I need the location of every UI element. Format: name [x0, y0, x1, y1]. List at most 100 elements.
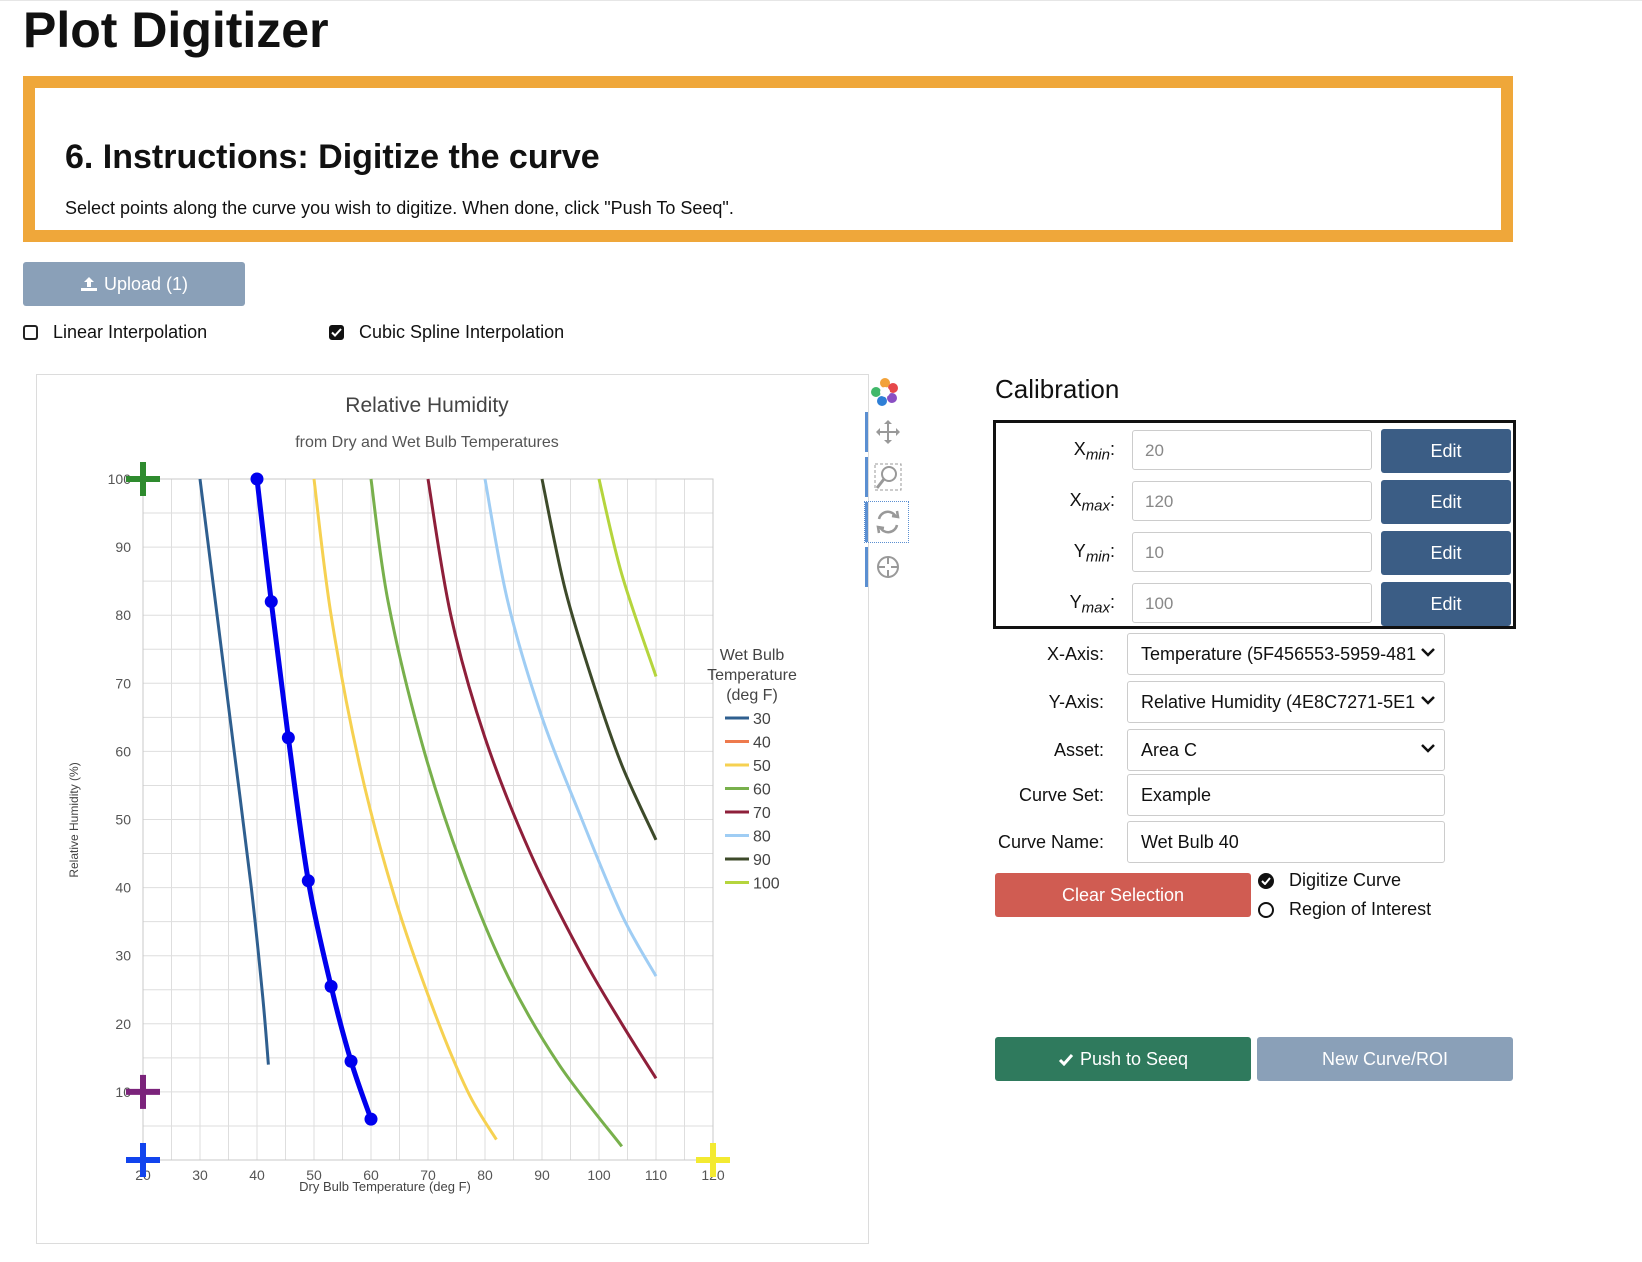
- checkmark-icon: [1261, 876, 1271, 885]
- y-tick-label: 70: [115, 675, 131, 691]
- region-of-interest-option[interactable]: Region of Interest: [1258, 899, 1431, 920]
- y-tick-label: 100: [108, 471, 132, 487]
- y-tick-label: 50: [115, 812, 131, 828]
- upload-button[interactable]: Upload (1): [23, 262, 245, 306]
- y-tick-label: 90: [115, 539, 131, 555]
- xmax-edit-button[interactable]: Edit: [1381, 480, 1511, 524]
- xmin-input[interactable]: 20: [1132, 430, 1372, 470]
- digitized-point: [344, 1054, 358, 1068]
- legend-title: (deg F): [726, 687, 778, 704]
- series-line-50: [312, 478, 498, 1141]
- y-tick-label: 20: [115, 1016, 131, 1032]
- upload-label: Upload (1): [103, 273, 189, 294]
- legend-label-90: 90: [753, 852, 771, 869]
- y-tick-label: 30: [115, 948, 131, 964]
- checkmark-icon: [331, 328, 342, 337]
- y-tick-label: 40: [115, 880, 131, 896]
- x-axis-label: X-Axis:: [1046, 644, 1104, 664]
- calibration-row-xmin: Xmin: 20 Edit: [996, 427, 1513, 473]
- spline-interpolation-checkbox[interactable]: [329, 325, 344, 340]
- digitized-point: [264, 595, 278, 609]
- crosshair-icon[interactable]: [865, 547, 908, 587]
- legend-label-80: 80: [753, 829, 771, 846]
- ymax-edit-button[interactable]: Edit: [1381, 582, 1511, 626]
- calibration-panel: Xmin: 20 Edit Xmax: 120 Edit Ymin: 10 Ed…: [993, 420, 1516, 629]
- region-of-interest-radio[interactable]: [1258, 901, 1274, 918]
- xmin-edit-button[interactable]: Edit: [1381, 429, 1511, 473]
- xmax-label: Xmax:: [1069, 490, 1115, 515]
- linear-interpolation-checkbox[interactable]: [23, 325, 38, 340]
- x-tick-label: 40: [249, 1167, 265, 1183]
- series-line-100: [597, 478, 658, 677]
- spline-interpolation-option[interactable]: Cubic Spline Interpolation: [329, 322, 564, 343]
- legend-title: Wet Bulb: [720, 647, 785, 664]
- series-line-30: [198, 478, 270, 1065]
- curve-name-row: Curve Name: Wet Bulb 40: [990, 821, 1450, 863]
- zoom-icon[interactable]: [865, 457, 908, 497]
- series-line-90: [540, 478, 658, 841]
- x-tick-label: 80: [477, 1167, 493, 1183]
- checkmark-icon: [1058, 1053, 1074, 1066]
- x-tick-label: 30: [192, 1167, 208, 1183]
- spline-interpolation-label: Cubic Spline Interpolation: [359, 322, 565, 342]
- asset-select[interactable]: Area C: [1127, 729, 1445, 771]
- push-to-seeq-button[interactable]: Push to Seeq: [995, 1037, 1251, 1081]
- legend-label-70: 70: [753, 805, 771, 822]
- x-axis-row: X-Axis: Temperature (5F456553-5959-481: [990, 633, 1450, 675]
- ymax-input[interactable]: 100: [1132, 583, 1372, 623]
- digitize-curve-label: Digitize Curve: [1289, 870, 1402, 890]
- clear-selection-button[interactable]: Clear Selection: [995, 873, 1251, 917]
- asset-row: Asset: Area C: [990, 729, 1450, 771]
- series-line-80: [483, 478, 658, 977]
- calibration-row-ymin: Ymin: 10 Edit: [996, 529, 1513, 575]
- y-axis-title: Relative Humidity (%): [67, 762, 81, 877]
- logo-icon: [865, 372, 905, 412]
- x-axis-select[interactable]: Temperature (5F456553-5959-481: [1127, 633, 1445, 675]
- y-tick-label: 60: [115, 743, 131, 759]
- digitize-curve-radio[interactable]: [1258, 872, 1274, 889]
- linear-interpolation-option[interactable]: Linear Interpolation: [23, 322, 207, 343]
- legend-label-50: 50: [753, 758, 771, 775]
- plot-canvas[interactable]: Relative Humidity from Dry and Wet Bulb T…: [36, 374, 869, 1244]
- y-axis-select[interactable]: Relative Humidity (4E8C7271-5E1: [1127, 681, 1445, 723]
- curve-set-input[interactable]: Example: [1127, 774, 1445, 816]
- asset-label: Asset:: [1053, 740, 1104, 760]
- chevron-down-icon: [1421, 648, 1435, 657]
- x-tick-label: 110: [645, 1167, 668, 1183]
- curve-set-row: Curve Set: Example: [990, 774, 1450, 816]
- x-tick-label: 60: [363, 1167, 379, 1183]
- digitized-point: [364, 1112, 378, 1126]
- x-tick-label: 100: [587, 1167, 611, 1183]
- x-tick-label: 70: [420, 1167, 436, 1183]
- xmax-input[interactable]: 120: [1132, 481, 1372, 521]
- chart-title: Relative Humidity: [345, 394, 509, 417]
- chart-svg[interactable]: Relative Humidity from Dry and Wet Bulb T…: [37, 375, 868, 1243]
- x-tick-label: 90: [534, 1167, 550, 1183]
- pan-icon[interactable]: [865, 412, 908, 452]
- instructions-panel: 6. Instructions: Digitize the curve Sele…: [23, 76, 1513, 242]
- ymin-input[interactable]: 10: [1132, 532, 1372, 572]
- top-divider: [0, 0, 1642, 1]
- series-line-60: [369, 478, 623, 1148]
- new-curve-roi-button[interactable]: New Curve/ROI: [1257, 1037, 1513, 1081]
- region-of-interest-label: Region of Interest: [1289, 899, 1432, 919]
- y-tick-label: 80: [115, 607, 131, 623]
- digitized-point: [324, 979, 338, 993]
- digitized-point: [301, 874, 315, 888]
- y-axis-row: Y-Axis: Relative Humidity (4E8C7271-5E1: [990, 681, 1450, 723]
- ymin-edit-button[interactable]: Edit: [1381, 531, 1511, 575]
- legend-title: Temperature: [707, 667, 797, 684]
- legend-label-40: 40: [753, 735, 771, 752]
- legend-label-30: 30: [753, 711, 771, 728]
- digitized-point: [281, 731, 295, 745]
- reset-icon[interactable]: [864, 501, 909, 543]
- curve-name-input[interactable]: Wet Bulb 40: [1127, 821, 1445, 863]
- x-axis-title: Dry Bulb Temperature (deg F): [299, 1179, 471, 1194]
- xmin-label: Xmin:: [1073, 439, 1115, 464]
- ymin-label: Ymin:: [1073, 541, 1115, 566]
- x-tick-label: 50: [306, 1167, 322, 1183]
- digitized-point: [250, 472, 264, 486]
- legend-label-100: 100: [753, 876, 780, 893]
- digitize-curve-option[interactable]: Digitize Curve: [1258, 870, 1401, 891]
- calibration-row-xmax: Xmax: 120 Edit: [996, 478, 1513, 524]
